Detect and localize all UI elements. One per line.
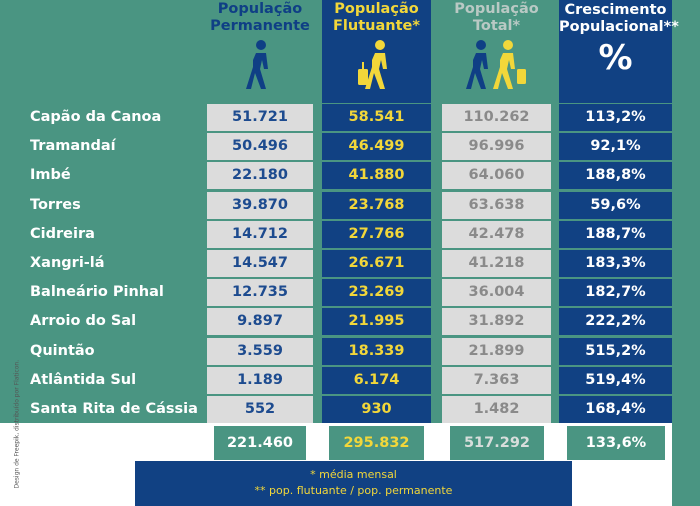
crescimento-cell: 59,6% xyxy=(559,192,672,219)
crescimento-cell: 188,8% xyxy=(559,162,672,189)
total-cell: 110.262 xyxy=(442,104,551,131)
total-cell: 21.899 xyxy=(442,338,551,365)
total-cell: 63.638 xyxy=(442,192,551,219)
flutuante-cell: 6.174 xyxy=(322,367,431,394)
flutuante-cell: 23.768 xyxy=(322,192,431,219)
permanente-cell: 552 xyxy=(207,396,313,423)
permanente-cell: 51.721 xyxy=(207,104,313,131)
percent-symbol: % xyxy=(598,38,633,78)
flutuante-cell: 27.766 xyxy=(322,221,431,248)
city-label: Atlântida Sul xyxy=(30,372,137,388)
total-cell: 41.218 xyxy=(442,250,551,277)
crescimento-cell: 113,2% xyxy=(559,104,672,131)
header-permanente: População Permanente xyxy=(207,0,313,103)
crescimento-cell: 183,3% xyxy=(559,250,672,277)
header-flutuante: População Flutuante* xyxy=(322,0,431,103)
flutuante-cell: 930 xyxy=(322,396,431,423)
total-flutuante: 295.832 xyxy=(329,426,424,460)
footnote-box: * média mensal ** pop. flutuante / pop. … xyxy=(135,461,572,506)
header-flutuante-line1: População xyxy=(334,1,419,17)
permanente-cell: 9.897 xyxy=(207,308,313,335)
flutuante-cell: 18.339 xyxy=(322,338,431,365)
walking-person-icon xyxy=(246,40,268,89)
permanente-cell: 14.547 xyxy=(207,250,313,277)
header-crescimento-line2: Populacional** xyxy=(559,19,679,35)
flutuante-cell: 26.671 xyxy=(322,250,431,277)
permanente-cell: 3.559 xyxy=(207,338,313,365)
city-label: Quintão xyxy=(30,343,95,359)
walking-and-traveler-icon xyxy=(465,40,526,89)
crescimento-cell: 519,4% xyxy=(559,367,672,394)
permanente-cell: 39.870 xyxy=(207,192,313,219)
permanente-cell: 12.735 xyxy=(207,279,313,306)
crescimento-cell: 168,4% xyxy=(559,396,672,423)
permanente-cell: 14.712 xyxy=(207,221,313,248)
header-permanente-line1: População xyxy=(217,1,303,17)
right-band xyxy=(672,0,700,506)
total-cell: 96.996 xyxy=(442,133,551,160)
flutuante-cell: 41.880 xyxy=(322,162,431,189)
total-cell: 7.363 xyxy=(442,367,551,394)
permanente-cell: 1.189 xyxy=(207,367,313,394)
credit-text: Design de Freepik, distribuído por Flati… xyxy=(13,359,21,489)
city-label: Cidreira xyxy=(30,226,95,242)
crescimento-cell: 222,2% xyxy=(559,308,672,335)
header-crescimento-line1: Crescimento xyxy=(564,2,667,18)
label-band xyxy=(0,103,200,423)
total-cell: 1.482 xyxy=(442,396,551,423)
city-label: Tramandaí xyxy=(30,138,116,154)
flutuante-cell: 21.995 xyxy=(322,308,431,335)
flutuante-cell: 23.269 xyxy=(322,279,431,306)
footnote-1: * média mensal xyxy=(310,468,397,481)
header-total: População Total* xyxy=(442,0,551,103)
total-cell: 64.060 xyxy=(442,162,551,189)
permanente-cell: 50.496 xyxy=(207,133,313,160)
header-total-line2: Total* xyxy=(472,18,521,34)
city-label: Balneário Pinhal xyxy=(30,284,164,300)
city-label: Arroio do Sal xyxy=(30,313,137,329)
header-flutuante-line2: Flutuante* xyxy=(333,18,420,34)
header-total-line1: População xyxy=(454,1,539,17)
traveler-with-suitcase-icon xyxy=(357,40,387,89)
total-permanente: 221.460 xyxy=(214,426,306,460)
footnote-2: ** pop. flutuante / pop. permanente xyxy=(254,484,453,497)
crescimento-cell: 182,7% xyxy=(559,279,672,306)
permanente-cell: 22.180 xyxy=(207,162,313,189)
flutuante-cell: 58.541 xyxy=(322,104,431,131)
city-label: Imbé xyxy=(30,167,71,183)
total-crescimento: 133,6% xyxy=(567,426,665,460)
total-geral: 517.292 xyxy=(450,426,544,460)
city-label: Xangri-lá xyxy=(30,255,105,271)
total-cell: 36.004 xyxy=(442,279,551,306)
city-label: Torres xyxy=(30,197,81,213)
total-cell: 31.892 xyxy=(442,308,551,335)
crescimento-cell: 515,2% xyxy=(559,338,672,365)
city-label: Santa Rita de Cássia xyxy=(30,401,198,417)
header-crescimento: Crescimento Populacional** % xyxy=(559,0,679,103)
crescimento-cell: 92,1% xyxy=(559,133,672,160)
city-label: Capão da Canoa xyxy=(30,109,162,125)
crescimento-cell: 188,7% xyxy=(559,221,672,248)
header-permanente-line2: Permanente xyxy=(210,18,310,34)
flutuante-cell: 46.499 xyxy=(322,133,431,160)
total-cell: 42.478 xyxy=(442,221,551,248)
